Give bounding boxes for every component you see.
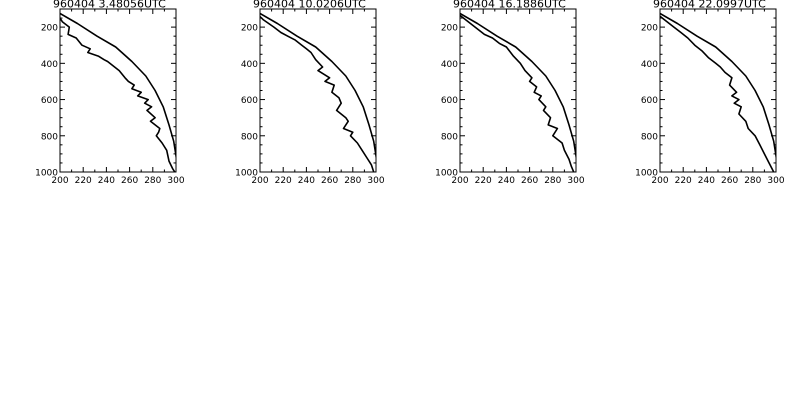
y-tick-label: 400 [441, 60, 458, 70]
y-tick-label: 200 [41, 24, 58, 34]
x-tick-label: 280 [144, 176, 161, 186]
x-tick-label: 240 [698, 176, 715, 186]
sounding-panel: 960404 3.48056UTC 200 220 240 260 280 300 200 40… [35, 0, 185, 186]
x-tick-label: 220 [275, 176, 292, 186]
y-tick-label: 600 [241, 96, 258, 106]
x-tick-label: 260 [721, 176, 738, 186]
series-line [60, 16, 176, 172]
series-line [60, 12, 176, 162]
x-tick-label: 260 [321, 176, 338, 186]
x-tick-label: 300 [767, 176, 784, 186]
y-tick-label: 800 [41, 132, 58, 142]
x-tick-label: 200 [51, 176, 68, 186]
sounding-panel: 960404 10.0206UTC 200 220 240 260 280 300 200 40… [235, 0, 385, 186]
series-line [460, 12, 576, 162]
sounding-panel: 960404 16.1886UTC 200 220 240 260 280 300 200 40… [435, 0, 585, 186]
panel-title: 960404 22.0997UTC [653, 0, 766, 11]
series-line [660, 15, 775, 172]
x-tick-label: 200 [251, 176, 268, 186]
x-tick-label: 280 [344, 176, 361, 186]
panel-title: 960404 16.1886UTC [453, 0, 566, 11]
y-tick-label: 1000 [635, 169, 658, 179]
y-tick-label: 400 [641, 60, 658, 70]
y-tick-label: 400 [241, 60, 258, 70]
y-tick-label: 200 [441, 24, 458, 34]
y-tick-label: 400 [41, 60, 58, 70]
series-line [460, 14, 575, 172]
x-tick-label: 220 [75, 176, 92, 186]
x-tick-label: 240 [298, 176, 315, 186]
x-tick-label: 220 [675, 176, 692, 186]
y-tick-label: 600 [641, 96, 658, 106]
x-tick-label: 300 [567, 176, 584, 186]
x-tick-label: 260 [121, 176, 138, 186]
x-tick-label: 200 [651, 176, 668, 186]
x-tick-label: 280 [744, 176, 761, 186]
series-line [260, 12, 376, 162]
plot-frame [259, 8, 377, 173]
plot-frame [59, 8, 177, 173]
y-tick-label: 1000 [235, 169, 258, 179]
y-tick-label: 600 [41, 96, 58, 106]
x-tick-label: 240 [98, 176, 115, 186]
plot-frame [459, 8, 577, 173]
y-tick-label: 800 [441, 132, 458, 142]
x-tick-label: 260 [521, 176, 538, 186]
y-tick-label: 600 [441, 96, 458, 106]
series-line [660, 12, 776, 162]
plot-frame [659, 8, 777, 173]
x-tick-label: 300 [367, 176, 384, 186]
y-tick-label: 800 [241, 132, 258, 142]
x-tick-label: 300 [167, 176, 184, 186]
x-tick-label: 220 [475, 176, 492, 186]
y-tick-label: 1000 [35, 169, 58, 179]
y-tick-label: 200 [641, 24, 658, 34]
y-tick-label: 200 [241, 24, 258, 34]
x-tick-label: 240 [498, 176, 515, 186]
x-tick-label: 280 [544, 176, 561, 186]
series-line [260, 15, 375, 172]
panel-title: 960404 10.0206UTC [253, 0, 366, 11]
y-tick-label: 800 [641, 132, 658, 142]
y-tick-label: 1000 [435, 169, 458, 179]
panel-title: 960404 3.48056UTC [53, 0, 166, 11]
x-tick-label: 200 [451, 176, 468, 186]
sounding-panel: 960404 22.0997UTC 200 220 240 260 280 300 200 40… [635, 0, 785, 186]
